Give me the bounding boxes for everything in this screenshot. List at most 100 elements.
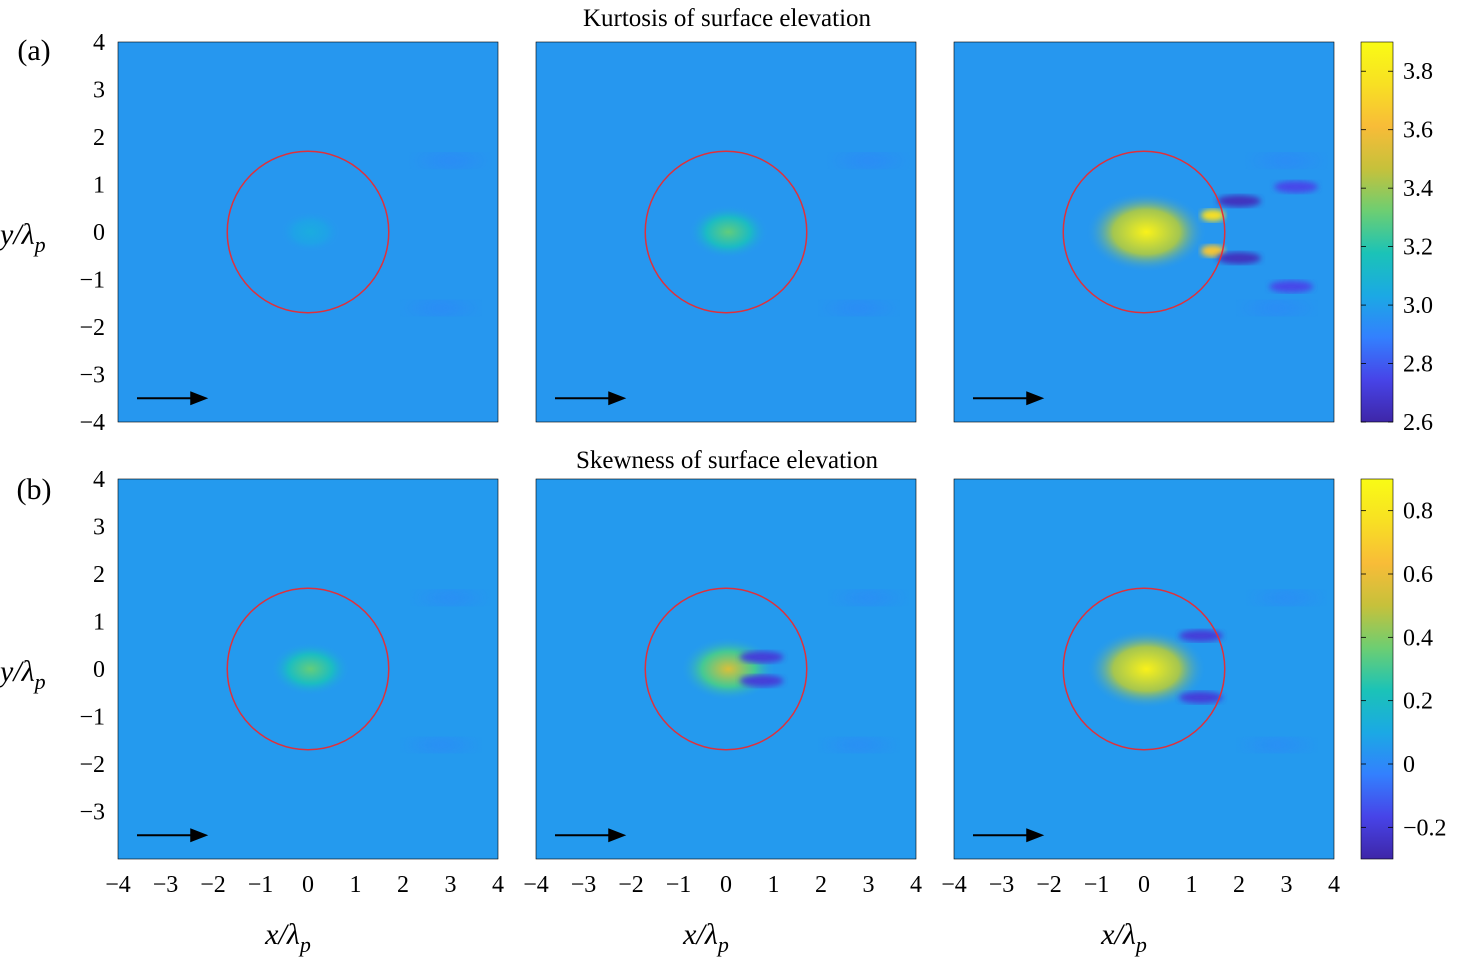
x-tick-label: 0 [302,872,314,898]
x-tick-label: 2 [815,872,827,898]
x-tick-label: −1 [248,872,274,898]
y-tick-label: 1 [93,610,105,636]
ripple [852,590,904,605]
arrow-head-icon [1026,828,1045,843]
x-tick-label: −2 [1036,872,1062,898]
red-circle [644,587,808,751]
x-tick-label: 3 [445,872,457,898]
ripple [424,738,477,752]
panel-frame [117,41,499,423]
peak-blob [680,636,777,702]
y-tick-label: 1 [93,173,105,199]
red-circle [644,150,808,314]
feature-blob [1200,245,1225,257]
y-tick-label: 4 [93,30,105,56]
colorbar-tick-label: 3.0 [1403,293,1433,319]
colorbar-tick-label: 3.6 [1403,118,1433,144]
ripple [1260,738,1313,752]
x-tick-label: 4 [1328,872,1340,898]
x-axis-label: x/λp [264,918,311,957]
x-tick-label: 1 [1186,872,1198,898]
red-circle [226,150,390,314]
panel-frame [535,478,917,860]
colorbar-a [1360,41,1394,423]
x-tick-label: −4 [523,872,549,898]
y-axis-label: y/λp [0,218,46,257]
arrow-head-icon [190,391,209,406]
colorbar-tick-label: 3.4 [1403,176,1433,202]
ripple [1270,153,1322,168]
axes-layer: 4 3 2 1 0 −1 −2 −3 −4 y/λp 3.8 3.6 3.4 3.2 3.0 2.8 2.6 4 3… [0,30,1447,957]
feature-blob [1179,629,1223,642]
text-layer: Kurtosis of surface elevation Skewness o… [17,5,879,506]
colorbar-tick-label: 0.8 [1403,499,1433,525]
feature-blob [739,674,784,687]
y-tick-label: −2 [79,752,105,778]
colorbar-tick-label: 0 [1403,752,1415,778]
heatmap-panel-b-1 [118,479,498,859]
x-tick-label: −3 [989,872,1015,898]
x-tick-label: 4 [910,872,922,898]
panel-frame [535,41,917,423]
ripple [842,738,895,752]
overlay-layer [137,150,1226,843]
y-tick-label: −3 [79,800,105,826]
ripple [434,590,486,605]
x-tick-label: −3 [153,872,179,898]
y-tick-label: −2 [79,315,105,341]
x-tick-label: −1 [666,872,692,898]
heatmap-panel-b-3 [954,479,1334,859]
feature-blob [1274,180,1318,193]
y-tick-label: 3 [93,78,105,104]
x-tick-label: 0 [1138,872,1150,898]
panel-label-b: (b) [17,473,52,506]
x-tick-label: 3 [863,872,875,898]
arrow-head-icon [608,391,627,406]
colorbar-tick-label: 3.2 [1403,235,1433,261]
colorbar-tick-label: 2.8 [1403,352,1433,378]
colorbar-b [1360,478,1394,860]
ripple [852,153,904,168]
colorbar-tick-label: 0.6 [1403,562,1433,588]
x-tick-label: 2 [397,872,409,898]
heatmap-layer [118,42,1334,859]
x-tick-label: −2 [200,872,226,898]
ripple [434,153,486,168]
red-circle [1062,150,1226,314]
x-axis-label: x/λp [682,918,729,957]
feature-blob [1217,195,1261,208]
feature-blob [1269,280,1314,293]
y-tick-label: 2 [93,562,105,588]
peak-blob [1086,629,1207,709]
x-tick-label: 3 [1281,872,1293,898]
colorbar-tick-label: 3.8 [1403,59,1433,85]
heatmap-panel-a-3 [954,42,1334,422]
x-tick-label: 0 [720,872,732,898]
panel-frame [953,478,1335,860]
y-tick-label: 2 [93,125,105,151]
arrow-head-icon [190,828,209,843]
y-tick-label: 3 [93,515,105,541]
ripple [842,301,895,315]
colorbar-tick-label: 0.2 [1403,689,1433,715]
y-tick-label: 0 [93,220,105,246]
x-tick-label: 4 [492,872,504,898]
arrow-head-icon [1026,391,1045,406]
colorbar-tick-label: 0.4 [1403,625,1433,651]
panel-frame [953,41,1335,423]
y-tick-label: −1 [79,705,105,731]
red-circle [1062,587,1226,751]
x-tick-label: −3 [571,872,597,898]
x-tick-label: 1 [768,872,780,898]
y-tick-label: −3 [79,363,105,389]
title-kurtosis: Kurtosis of surface elevation [583,5,872,32]
peak-blob [270,642,351,696]
feature-blob [1217,252,1261,265]
heatmap-panel-a-1 [118,42,498,422]
colorbar-tick-label: 2.6 [1403,410,1433,436]
ripple [1260,301,1313,315]
y-tick-label: −1 [79,268,105,294]
panel-label-a: (a) [17,34,50,67]
x-tick-label: −2 [618,872,644,898]
